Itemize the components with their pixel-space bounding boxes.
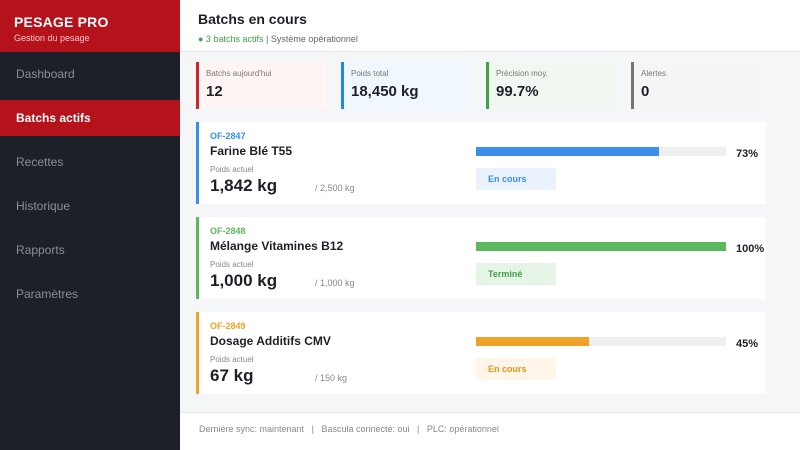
page-title: Batchs en cours <box>198 11 307 27</box>
batch-name: Farine Blé T55 <box>210 144 293 158</box>
status-footer: Dernière sync: maintenant | Bascula conn… <box>180 412 800 450</box>
nav-item-rapports[interactable]: Rapports <box>16 243 65 257</box>
brand-title: PESAGE PRO <box>14 14 109 30</box>
brand-header: PESAGE PRO Gestion du pesage <box>0 0 180 52</box>
nav-item-recettes[interactable]: Recettes <box>16 155 64 169</box>
progress-bar <box>476 242 726 251</box>
status-badge: En cours <box>476 168 556 190</box>
kpi-card-alertes: Alertes 0 <box>631 62 762 109</box>
batch-weight-label: Poids actuel <box>210 355 254 364</box>
batch-weight-label: Poids actuel <box>210 165 254 174</box>
batch-target: / 1,000 kg <box>315 278 355 288</box>
system-status: Système opérationnel <box>270 34 358 44</box>
sidebar-nav: Dashboard Batchs actifs Recettes Histori… <box>0 56 180 312</box>
kpi-value: 0 <box>641 83 650 100</box>
brand-subtitle: Gestion du pesage <box>14 33 90 43</box>
batch-card[interactable]: OF-2848 Mélange Vitamines B12 Poids actu… <box>196 217 766 299</box>
status-badge: Terminé <box>476 263 556 285</box>
footer-separator: | <box>417 424 420 434</box>
kpi-value: 99.7% <box>496 83 539 100</box>
batch-weight: 67 kg <box>210 366 254 385</box>
kpi-card-batchs: Batchs aujourd'hui 12 <box>196 62 327 109</box>
kpi-label: Alertes <box>641 69 666 78</box>
kpi-card-poids-total: Poids total 18,450 kg <box>341 62 472 109</box>
page-header: Batchs en cours ● 3 batchs actifs | Syst… <box>180 0 800 52</box>
active-batches-indicator: ● 3 batchs actifs <box>198 34 264 44</box>
batch-code: OF-2849 <box>210 321 246 331</box>
progress-percent: 100% <box>736 243 765 255</box>
batch-weight: 1,000 kg <box>210 271 278 290</box>
batch-target: / 150 kg <box>315 373 348 383</box>
batch-weight: 1,842 kg <box>210 176 278 195</box>
progress-fill <box>476 337 589 346</box>
progress-fill <box>476 147 659 156</box>
nav-item-dashboard[interactable]: Dashboard <box>16 67 75 81</box>
kpi-card-precision: Précision moy. 99.7% <box>486 62 617 109</box>
header-status: ● 3 batchs actifs | Système opérationnel <box>198 34 800 44</box>
kpi-label: Poids total <box>351 69 389 78</box>
batch-card[interactable]: OF-2847 Farine Blé T55 Poids actuel 1,84… <box>196 122 766 204</box>
progress-bar <box>476 147 726 156</box>
kpi-row: Batchs aujourd'hui 12 Poids total 18,450… <box>196 62 766 109</box>
progress-fill <box>476 242 726 251</box>
kpi-label: Précision moy. <box>496 69 548 78</box>
progress-percent: 73% <box>736 148 759 160</box>
batch-card[interactable]: OF-2849 Dosage Additifs CMV Poids actuel… <box>196 312 766 394</box>
batch-name: Mélange Vitamines B12 <box>210 239 344 253</box>
header-separator: | <box>265 34 269 44</box>
status-badge: En cours <box>476 358 556 380</box>
batch-code: OF-2847 <box>210 131 246 141</box>
kpi-value: 12 <box>206 83 223 100</box>
sidebar: PESAGE PRO Gestion du pesage Dashboard B… <box>0 0 180 450</box>
nav-item-parametres[interactable]: Paramètres <box>16 287 79 301</box>
footer-sync: Dernière sync: maintenant <box>199 424 305 434</box>
progress-percent: 45% <box>736 338 759 350</box>
nav-item-historique[interactable]: Historique <box>16 199 71 213</box>
kpi-value: 18,450 kg <box>351 83 419 100</box>
footer-plc: PLC: opérationnel <box>426 424 499 434</box>
batch-code: OF-2848 <box>210 226 246 236</box>
progress-bar <box>476 337 726 346</box>
nav-item-batchs-actifs[interactable]: Batchs actifs <box>0 100 180 136</box>
batch-target: / 2,500 kg <box>315 183 355 193</box>
footer-scale: Bascula connecté: oui <box>321 424 410 434</box>
batch-weight-label: Poids actuel <box>210 260 254 269</box>
footer-separator: | <box>311 424 314 434</box>
batch-name: Dosage Additifs CMV <box>210 334 331 348</box>
main-content: Batchs en cours ● 3 batchs actifs | Syst… <box>180 0 800 450</box>
kpi-label: Batchs aujourd'hui <box>206 69 272 78</box>
